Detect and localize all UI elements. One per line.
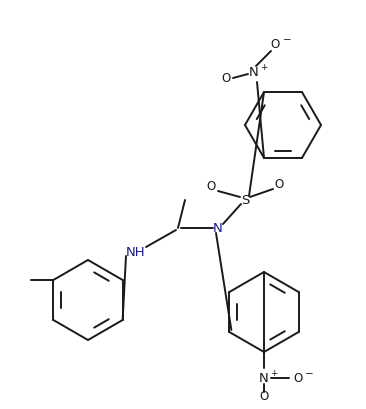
Text: N: N	[259, 371, 269, 384]
Text: O: O	[294, 371, 303, 384]
Text: O: O	[259, 391, 269, 404]
Text: NH: NH	[126, 245, 146, 258]
Text: O: O	[270, 38, 280, 50]
Text: +: +	[270, 369, 277, 378]
Text: +: +	[260, 63, 268, 72]
Text: −: −	[305, 369, 314, 379]
Text: S: S	[241, 193, 249, 207]
Text: N: N	[249, 65, 259, 79]
Text: O: O	[221, 72, 231, 85]
Text: O: O	[206, 180, 216, 193]
Text: −: −	[283, 35, 292, 45]
Text: N: N	[213, 222, 223, 234]
Text: O: O	[274, 178, 284, 191]
